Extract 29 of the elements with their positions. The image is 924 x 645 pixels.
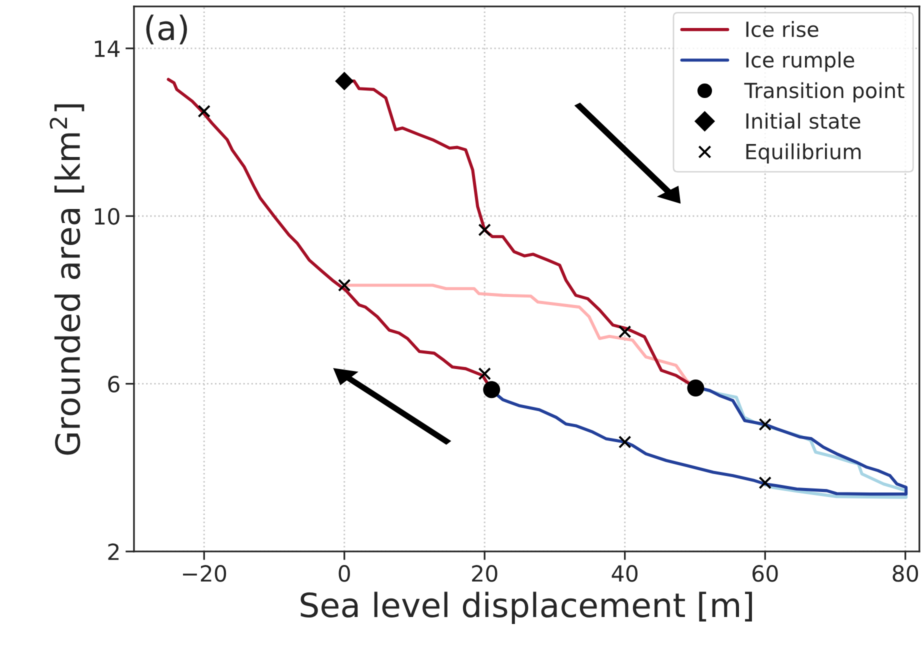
x-tick-label: 80 [892, 565, 918, 582]
point [618, 436, 632, 448]
point [687, 379, 704, 396]
point [758, 476, 772, 490]
point [483, 381, 500, 398]
legend-label: Equilibrium [746, 143, 861, 164]
legend-label: Ice rise [746, 21, 818, 38]
y-tick-label: 6 [108, 376, 120, 393]
y-axis-title: Grounded area [km$^{2}$] [50, 104, 84, 455]
x-tick-label: 40 [612, 565, 638, 582]
x-tick-label: 0 [338, 565, 350, 582]
x-tick-label: 60 [752, 565, 778, 582]
x-tick-label: 20 [472, 565, 498, 582]
point [478, 367, 492, 380]
point [758, 418, 772, 431]
point [335, 72, 354, 90]
legend-label: Ice rumple [746, 52, 854, 72]
y-tick-label: 10 [94, 208, 120, 225]
x-axis-title: Sea level displacement [m] [300, 592, 752, 624]
point [618, 325, 632, 338]
y-tick-label: 14 [94, 40, 120, 57]
legend-label: Initial state [746, 112, 860, 129]
annotation: (a) [146, 14, 187, 44]
point [478, 223, 492, 236]
point [338, 278, 351, 292]
legend-label: Transition point [744, 82, 904, 102]
x-tick-label: −20 [183, 565, 226, 582]
y-tick-label: 2 [108, 543, 119, 560]
point [198, 104, 211, 118]
